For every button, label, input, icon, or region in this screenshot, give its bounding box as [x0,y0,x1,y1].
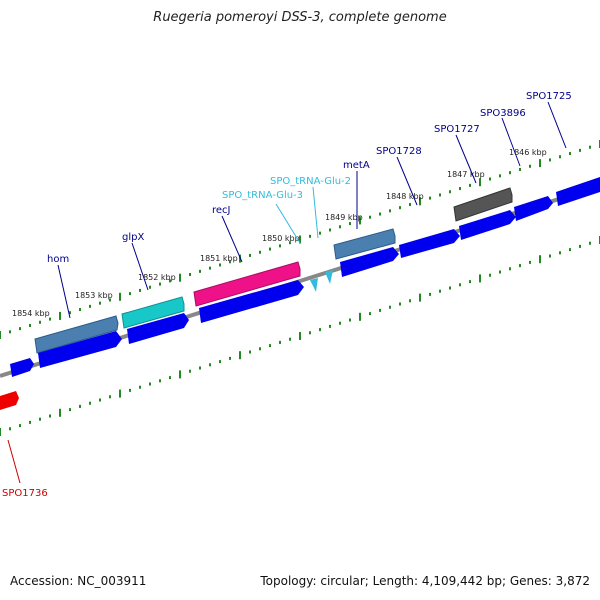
accession-text: Accession: NC_003911 [10,574,147,588]
cds-arrow[interactable] [459,210,516,240]
trna-glu-2-arrow[interactable] [325,270,333,284]
kbp-label: 1847 kbp [447,170,485,179]
kbp-label: 1850 kbp [262,234,300,243]
map-title: Ruegeria pomeroyi DSS-3, complete genome [153,10,447,25]
label-leaders [7,101,567,484]
kbp-label: 1846 kbp [509,148,547,157]
gene-label-SPO3896: SPO3896 [480,108,526,119]
gene-label-SPO1725: SPO1725 [526,91,572,102]
gene-label-hom: hom [47,254,69,265]
kbp-label: 1854 kbp [12,309,50,318]
kbp-labels: 1854 kbp 1853 kbp 1852 kbp 1851 kbp 1850… [12,148,547,318]
kbp-label: 1851 kbp [200,254,238,263]
trna-glu-3-arrow[interactable] [310,278,318,292]
genome-summary-text: Topology: circular; Length: 4,109,442 bp… [260,574,590,588]
feature-track-upper [34,187,513,354]
cds-arrow[interactable] [556,177,600,206]
gene-label-recJ: recJ [212,205,231,216]
ruler-upper [0,140,600,339]
cds-arrow[interactable] [10,358,34,377]
feature-track-cds [10,177,600,377]
gene-label-SPO1736: SPO1736 [2,488,48,499]
kbp-label: 1848 kbp [386,192,424,201]
cds-arrow[interactable] [199,280,304,323]
cds-arrow[interactable] [514,196,553,221]
gene-label-trna-glu-2: SPO_tRNA-Glu-2 [270,176,351,187]
gene-SPO1727-feature[interactable] [453,187,513,222]
kbp-label: 1849 kbp [325,213,363,222]
kbp-label: 1852 kbp [138,273,176,282]
gene-labels: hom glpX recJ SPO_tRNA-Glu-3 SPO_tRNA-Gl… [2,91,572,499]
gene-hom-feature[interactable] [34,315,119,354]
cds-arrow[interactable] [127,313,189,344]
gene-label-glpX: glpX [122,232,144,243]
ruler-lower [0,236,600,436]
kbp-label: 1853 kbp [75,291,113,300]
gene-label-SPO1728: SPO1728 [376,146,422,157]
cds-arrow[interactable] [340,247,399,277]
gene-SPO1736-feature[interactable] [0,391,19,410]
gene-glpX-feature[interactable] [121,296,185,329]
gene-recJ-feature[interactable] [193,261,301,307]
gene-label-trna-glu-3: SPO_tRNA-Glu-3 [222,190,303,201]
gene-metA-feature[interactable] [333,228,396,260]
gene-label-metA: metA [343,160,370,171]
gene-label-SPO1727: SPO1727 [434,124,480,135]
cds-arrow[interactable] [399,229,460,258]
cds-arrow[interactable] [38,331,122,368]
